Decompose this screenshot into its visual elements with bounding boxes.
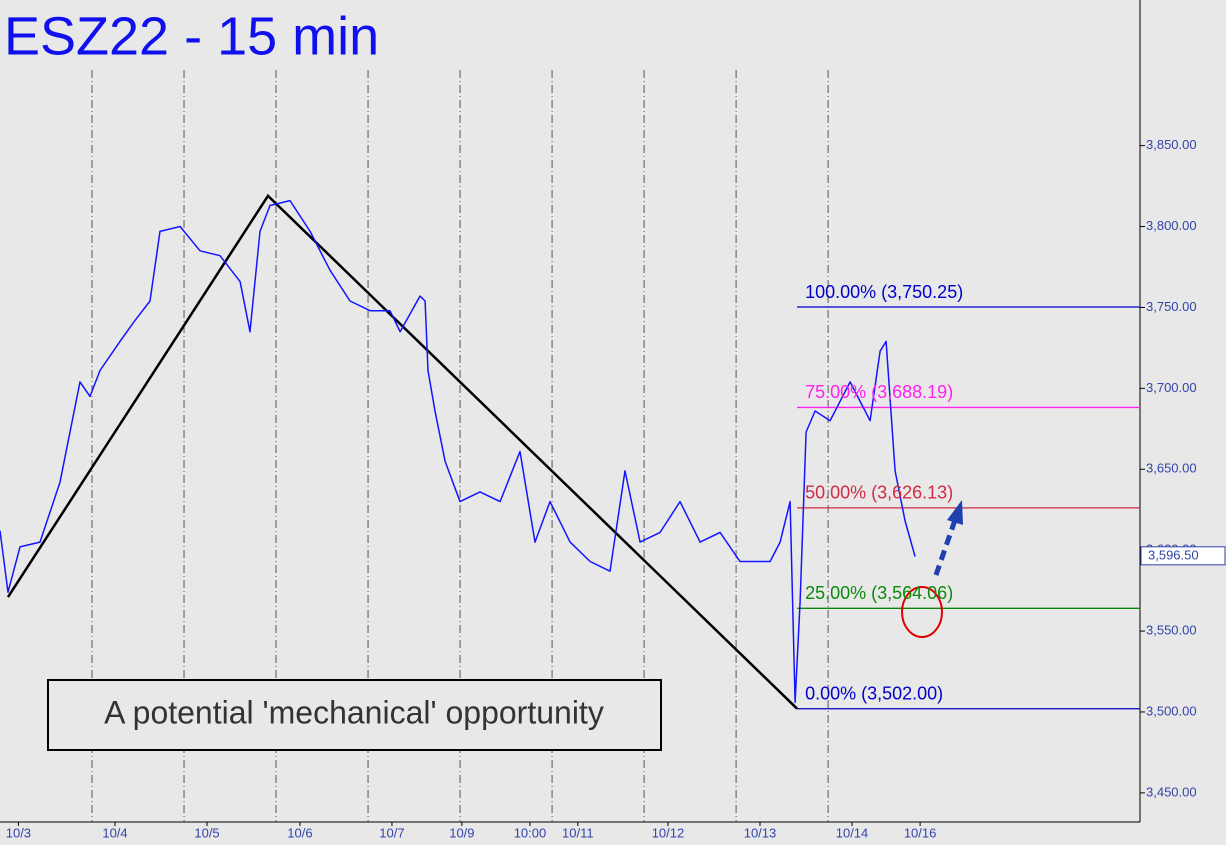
fib-level-label: 25.00% (3,564.06) xyxy=(805,583,953,603)
arrow-shaft xyxy=(933,519,958,576)
x-tick-label: 10/6 xyxy=(287,825,312,840)
fib-level-label: 75.00% (3,688.19) xyxy=(805,382,953,402)
x-tick-label: 10/13 xyxy=(744,825,777,840)
y-tick-label: 3,850.00 xyxy=(1146,137,1197,152)
fib-level-label: 100.00% (3,750.25) xyxy=(805,282,963,302)
x-tick-label: 10/5 xyxy=(194,825,219,840)
fib-level-label: 50.00% (3,626.13) xyxy=(805,483,953,503)
y-tick-label: 3,650.00 xyxy=(1146,461,1197,476)
y-tick-label: 3,500.00 xyxy=(1146,703,1197,718)
annotation: A potential 'mechanical' opportunity xyxy=(104,694,604,730)
arrow-head xyxy=(947,500,963,525)
y-tick-label: 3,700.00 xyxy=(1146,380,1197,395)
x-tick-label: 10/3 xyxy=(6,825,31,840)
x-tick-label: 10/16 xyxy=(904,825,937,840)
price-line xyxy=(0,199,916,704)
x-tick-label: 10/12 xyxy=(652,825,685,840)
highlight-ellipse xyxy=(901,586,943,638)
last-price-box xyxy=(1140,546,1226,566)
swing-line xyxy=(6,193,798,710)
x-tick-label: 10/4 xyxy=(102,825,127,840)
x-tick-label: 10/11 xyxy=(562,825,594,840)
x-tick-label: 10/9 xyxy=(449,825,474,840)
chart-title: ESZ22 - 15 min xyxy=(4,6,379,66)
y-tick-label: 3,550.00 xyxy=(1146,623,1197,638)
last-price-label: 3,596.50 xyxy=(1148,547,1199,562)
x-tick-label: 10:00 xyxy=(514,825,547,840)
annotation-box xyxy=(47,679,662,751)
y-tick-label: 3,750.00 xyxy=(1146,299,1197,314)
fib-level-label: 0.00% (3,502.00) xyxy=(805,683,943,703)
x-tick-label: 10/7 xyxy=(379,825,404,840)
y-tick-label: 3,800.00 xyxy=(1146,218,1197,233)
y-tick-label: 3,450.00 xyxy=(1146,784,1197,799)
x-tick-label: 10/14 xyxy=(836,825,869,840)
